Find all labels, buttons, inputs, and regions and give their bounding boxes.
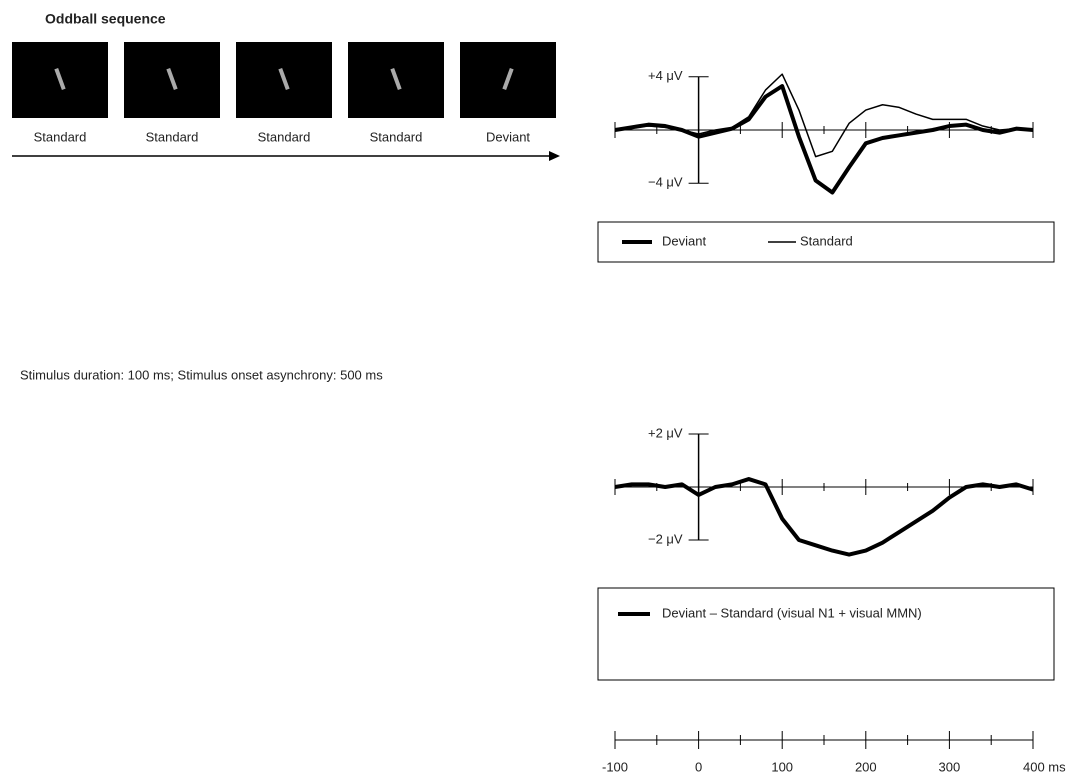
y-tick-label: −4 μV — [648, 175, 683, 190]
legend-label: Deviant — [662, 233, 706, 248]
x-tick-label: 200 — [855, 759, 877, 774]
legend-box — [597, 221, 1055, 263]
y-tick-label: −2 μV — [648, 531, 683, 546]
legend-box — [597, 587, 1055, 681]
stimulus-label: Standard — [258, 129, 311, 144]
arrow-head — [549, 151, 560, 161]
stimulus-label: Standard — [34, 129, 87, 144]
grating-bar — [390, 67, 402, 91]
grating-bar — [166, 67, 178, 91]
y-tick-label: +2 μV — [648, 425, 683, 440]
y-tick-label: +4 μV — [648, 68, 683, 83]
stimulus-label: Standard — [146, 129, 199, 144]
x-tick-label: 0 — [695, 759, 702, 774]
stimulus-label: Deviant — [486, 129, 530, 144]
erp-line — [614, 73, 1034, 158]
x-tick-label: 300 — [939, 759, 961, 774]
x-tick-label: -100 — [602, 759, 628, 774]
x-tick-label: 400 ms — [1023, 759, 1066, 774]
legend-label: Standard — [800, 233, 853, 248]
stimulus-label: Standard — [370, 129, 423, 144]
grating-bar — [502, 67, 514, 91]
grating-bar — [278, 67, 290, 91]
grating-bar — [54, 67, 66, 91]
note: Stimulus duration: 100 ms; Stimulus onse… — [20, 367, 383, 382]
erp-line — [614, 477, 1034, 557]
x-tick-label: 100 — [771, 759, 793, 774]
sequence-title: Oddball sequence — [45, 11, 166, 27]
legend-label: Deviant – Standard (visual N1 + visual M… — [662, 605, 922, 620]
